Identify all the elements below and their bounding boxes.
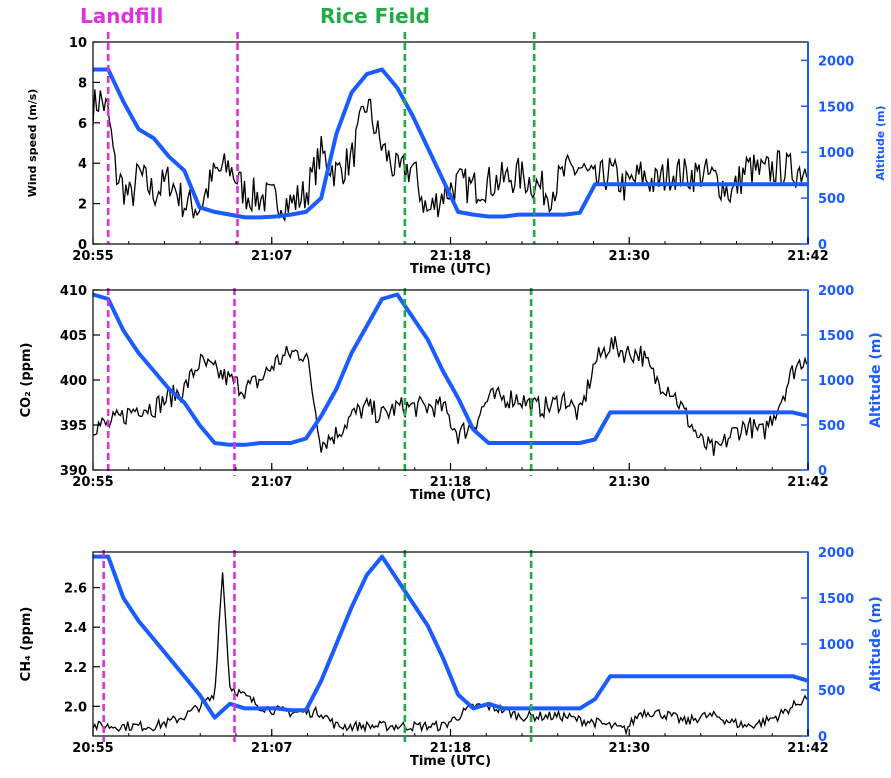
panel2-plot-frame [92, 289, 809, 471]
panel2-x-tick-label-2: 21:07 [251, 475, 292, 490]
panel1-y-tick-label-2: 2 [78, 198, 87, 213]
panel2-y-tick-label-5: 410 [60, 284, 87, 299]
panel1-y-tick-label-4: 6 [78, 117, 87, 132]
panel2-y-axis-label: CO₂ (ppm) [19, 343, 34, 418]
panel2-y2-tick-label-5: 2000 [818, 284, 854, 299]
panel3-y-tick-label-2: 2.2 [64, 661, 87, 676]
panel3-y-tick-label-1: 2.0 [64, 700, 87, 715]
panel1-y-tick-label-3: 4 [78, 157, 87, 172]
panel2-x-tick-label-5: 21:42 [787, 475, 828, 490]
panel1-x-tick-label-1: 20:55 [72, 249, 113, 264]
panel1-y2-axis-label: Altitude (m) [874, 105, 887, 180]
panel3-y-tick-label-4: 2.6 [64, 582, 87, 597]
panel2-y2-tick-label-2: 500 [818, 419, 845, 434]
panel3-y2-tick-label-2: 500 [818, 684, 845, 699]
panel2-y-tick-label-4: 405 [60, 329, 87, 344]
panel3-y2-axis-label: Altitude (m) [868, 596, 884, 692]
panel2-x-tick-label-3: 21:18 [430, 475, 471, 490]
panel1-y2-tick-label-5: 2000 [818, 54, 854, 69]
panel2-y-tick-label-1: 390 [60, 464, 87, 479]
panel3-x-axis-label: Time (UTC) [410, 754, 491, 769]
panel3-x-tick-label-2: 21:07 [251, 741, 292, 756]
panel1-plot-frame [92, 41, 809, 245]
panel2-measurement-series [92, 336, 808, 456]
panel2-x-tick-label-1: 20:55 [72, 475, 113, 490]
panel2-x-axis-label: Time (UTC) [410, 488, 491, 503]
panel3-x-tick-label-3: 21:18 [430, 741, 471, 756]
panel3-y2-tick-label-5: 2000 [818, 546, 854, 561]
panel3-y-axis-label: CH₄ (ppm) [19, 607, 34, 682]
panel2-y2-tick-label-1: 0 [818, 464, 827, 479]
panel3-altitude-series [93, 554, 809, 720]
panel2-y-tick-label-2: 395 [60, 419, 87, 434]
panel1-x-tick-label-5: 21:42 [787, 249, 828, 264]
landfill-header: Landfill [80, 4, 164, 28]
panel1-y2-tick-label-1: 0 [818, 238, 827, 253]
panel1-x-tick-label-2: 21:07 [251, 249, 292, 264]
panel1-x-tick-label-3: 21:18 [430, 249, 471, 264]
panel3-x-tick-label-4: 21:30 [609, 741, 650, 756]
panel1-y2-tick-label-4: 1500 [818, 100, 854, 115]
panel1-y2-tick-label-3: 1000 [818, 146, 854, 161]
rice-field-header: Rice Field [320, 4, 430, 28]
panel2-y-tick-label-3: 400 [60, 374, 87, 389]
panel3-y-tick-label-3: 2.4 [64, 621, 87, 636]
panel2-y2-tick-label-4: 1500 [818, 329, 854, 344]
panel3-y2-tick-label-1: 0 [818, 730, 827, 745]
panel2-y2-axis-label: Altitude (m) [868, 332, 884, 428]
panel2-x-tick-label-4: 21:30 [609, 475, 650, 490]
panel2-y2-tick-label-3: 1000 [818, 374, 854, 389]
panel2-altitude-series [92, 292, 809, 447]
panel3-measurement-series [92, 572, 808, 736]
panel3-y2-tick-label-4: 1500 [818, 592, 854, 607]
panel3-x-tick-label-1: 20:55 [72, 741, 113, 756]
panel1-x-tick-label-4: 21:30 [609, 249, 650, 264]
panel1-y-axis-label: Wind speed (m/s) [26, 89, 39, 198]
panel3-x-tick-label-5: 21:42 [787, 741, 828, 756]
panel1-altitude-series [93, 67, 808, 220]
panel1-y-tick-label-6: 10 [69, 36, 87, 51]
panel1-measurement-series [92, 89, 808, 223]
panel1-x-axis-label: Time (UTC) [410, 262, 491, 277]
panel1-y2-tick-label-2: 500 [818, 192, 845, 207]
panel3-y2-tick-label-3: 1000 [818, 638, 854, 653]
panel1-y-tick-label-5: 8 [78, 76, 87, 91]
panel1-y-tick-label-1: 0 [78, 238, 87, 253]
